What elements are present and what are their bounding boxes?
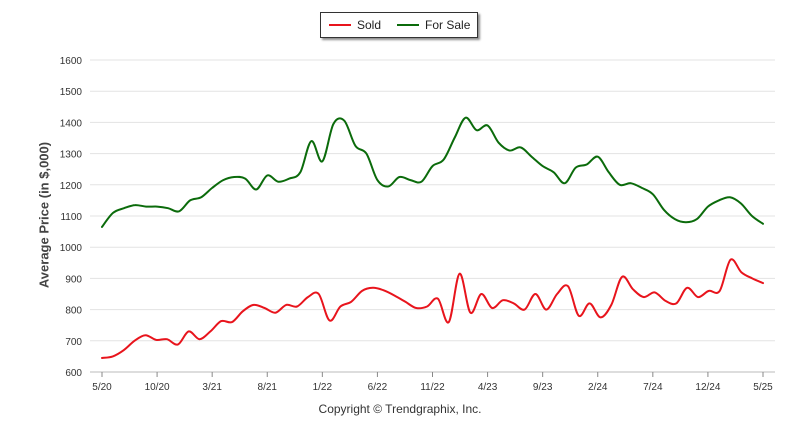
y-tick-label: 1400 (60, 118, 83, 129)
y-tick-label: 1100 (60, 212, 82, 223)
x-tick-label: 8/21 (258, 382, 278, 393)
x-tick-label: 11/22 (420, 382, 445, 393)
y-tick-label: 600 (65, 368, 82, 379)
x-tick-label: 4/23 (478, 382, 498, 393)
y-tick-label: 1600 (60, 56, 83, 67)
y-tick-label: 1200 (60, 181, 83, 192)
x-tick-label: 3/21 (202, 382, 222, 393)
x-tick-label: 9/23 (533, 382, 553, 393)
legend-swatch-sold (329, 24, 351, 26)
series-line-sold (101, 258, 764, 359)
y-tick-label: 1300 (60, 150, 83, 161)
legend-label-sold: Sold (357, 18, 382, 32)
y-tick-label: 700 (65, 337, 82, 348)
x-tick-label: 12/24 (695, 382, 720, 393)
y-axis-label: Average Price (in $,000) (36, 141, 52, 289)
legend-item-sold[interactable]: Sold (329, 18, 381, 32)
x-tick-label: 5/20 (92, 382, 112, 393)
y-tick-label: 800 (65, 306, 82, 317)
copyright-text: Copyright © Trendgraphix, Inc. (318, 402, 482, 416)
y-tick-label: 1000 (60, 243, 83, 254)
x-tick-label: 5/25 (753, 382, 773, 393)
legend-label-for-sale: For Sale (425, 18, 471, 32)
chart-legend: Sold For Sale (320, 12, 478, 38)
x-tick-label: 1/22 (313, 382, 333, 393)
series-line-for-sale (101, 116, 764, 228)
x-tick-label: 10/20 (145, 382, 170, 393)
legend-item-for-sale[interactable]: For Sale (397, 18, 470, 32)
x-tick-label: 2/24 (588, 382, 608, 393)
x-tick-label: 6/22 (368, 382, 388, 393)
legend-swatch-for-sale (397, 24, 420, 26)
y-tick-label: 900 (65, 274, 82, 285)
x-tick-label: 7/24 (643, 382, 663, 393)
y-tick-label: 1500 (60, 87, 83, 98)
